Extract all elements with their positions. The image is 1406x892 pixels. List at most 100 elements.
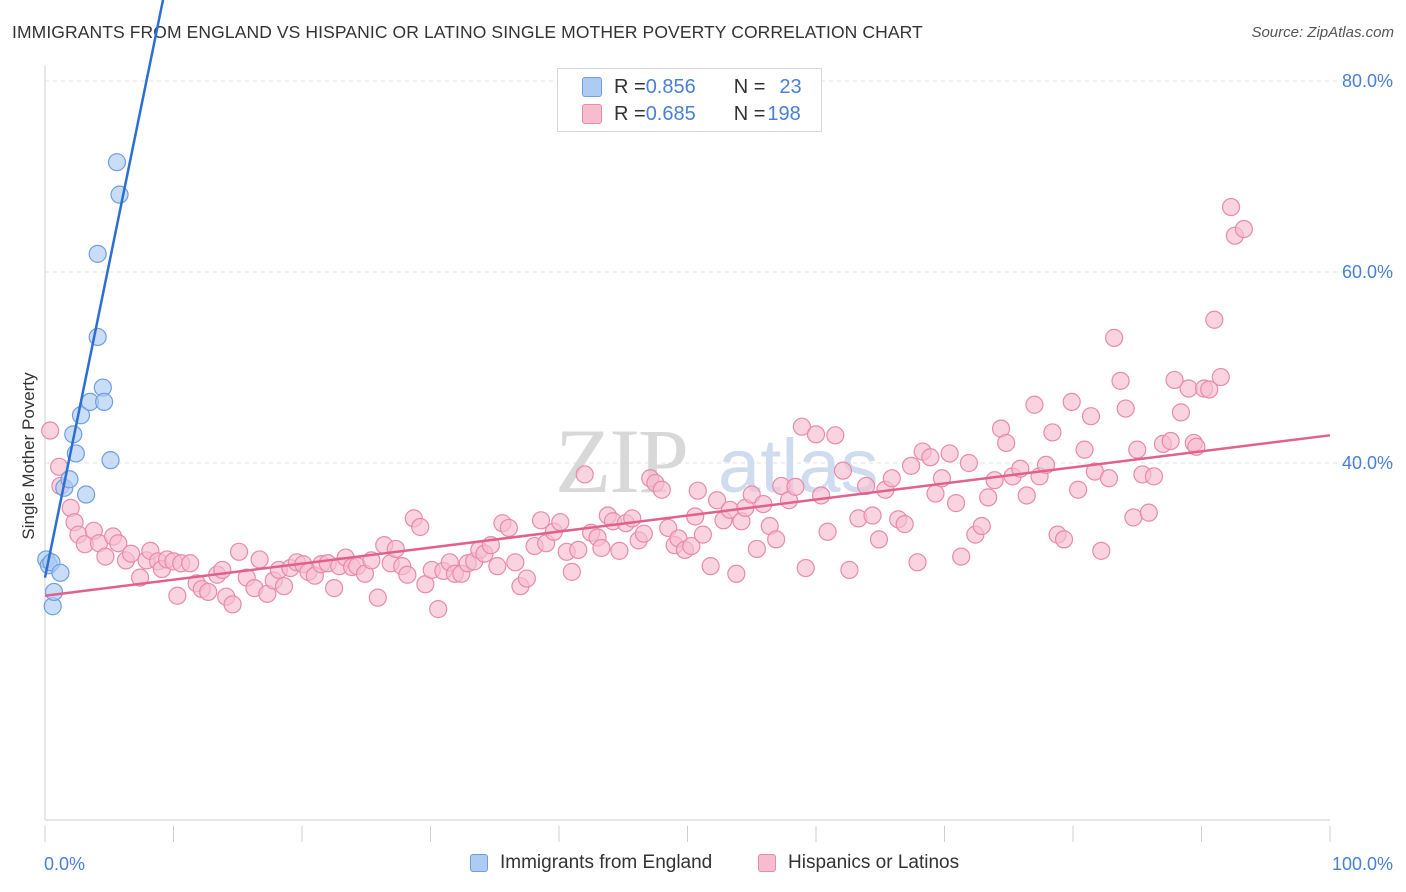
hispanic-point bbox=[1139, 503, 1158, 522]
hispanic-point bbox=[41, 421, 60, 440]
hispanic-point bbox=[386, 539, 405, 559]
hispanic-point bbox=[1234, 219, 1254, 239]
n-label: N = bbox=[733, 102, 766, 125]
watermark-atlas: atlas bbox=[718, 424, 879, 509]
hispanic-point bbox=[952, 547, 971, 566]
hispanic-point bbox=[274, 577, 294, 596]
hispanic-point bbox=[1105, 328, 1124, 347]
r-label: R = bbox=[614, 75, 646, 98]
stats-row-hispanic: R = 0.685 N = 198 bbox=[582, 101, 801, 127]
hispanic-point bbox=[325, 579, 344, 598]
england-point bbox=[88, 244, 107, 263]
legend-swatch-hispanic bbox=[758, 854, 776, 872]
hispanic-point bbox=[575, 465, 594, 484]
hispanic-point bbox=[130, 568, 150, 587]
hispanic-point bbox=[223, 595, 242, 614]
hispanic-point bbox=[908, 553, 927, 572]
hispanic-point bbox=[531, 511, 551, 530]
hispanic-point bbox=[1205, 310, 1224, 329]
hispanic-point bbox=[693, 525, 713, 544]
hispanic-point bbox=[1043, 423, 1062, 442]
hispanic-point bbox=[1211, 367, 1230, 387]
hispanic-point bbox=[199, 582, 218, 602]
hispanic-point bbox=[895, 515, 914, 534]
hispanic-point bbox=[882, 469, 901, 488]
hispanic-point bbox=[1116, 399, 1135, 418]
stats-swatch-england bbox=[582, 77, 602, 97]
n-value-hispanic: 198 bbox=[767, 102, 801, 125]
hispanic-point bbox=[1025, 395, 1044, 414]
hispanic-point bbox=[1171, 403, 1191, 422]
hispanic-point bbox=[688, 481, 707, 500]
hispanic-point bbox=[869, 530, 889, 549]
axes bbox=[44, 66, 1331, 842]
hispanic-point bbox=[796, 558, 815, 578]
hispanic-point bbox=[634, 524, 653, 543]
r-label: R = bbox=[614, 102, 646, 125]
hispanic-point bbox=[926, 484, 945, 503]
data-points bbox=[37, 153, 1254, 619]
source-note: Source: ZipAtlas.com bbox=[1251, 24, 1394, 41]
hispanic-point bbox=[833, 461, 853, 480]
x-tick-label: 100.0% bbox=[1332, 854, 1393, 874]
hispanic-point bbox=[411, 517, 430, 537]
hispanic-point bbox=[1124, 508, 1143, 527]
hispanic-point bbox=[398, 565, 417, 584]
hispanic-point bbox=[707, 491, 727, 510]
hispanic-point bbox=[652, 480, 671, 499]
hispanic-point bbox=[592, 538, 611, 558]
hispanic-point bbox=[121, 544, 141, 563]
hispanic-point bbox=[840, 560, 859, 580]
hispanic-point bbox=[517, 569, 536, 588]
y-axis-label: Single Mother Poverty bbox=[19, 372, 38, 540]
hispanic-trend-line bbox=[44, 434, 1331, 597]
hispanic-point bbox=[812, 486, 831, 505]
hispanic-point bbox=[610, 541, 629, 560]
hispanic-point bbox=[1161, 431, 1180, 451]
stats-row-england: R = 0.856 N = 23 bbox=[582, 74, 802, 100]
england-point bbox=[44, 582, 64, 602]
hispanic-point bbox=[946, 494, 966, 513]
hispanic-point bbox=[1099, 469, 1119, 488]
n-label: N = bbox=[733, 75, 766, 98]
r-value-hispanic: 0.685 bbox=[645, 102, 696, 125]
hispanic-point bbox=[562, 562, 581, 581]
x-tick-label: 0.0% bbox=[44, 854, 85, 874]
hispanic-point bbox=[569, 540, 588, 560]
hispanic-point bbox=[1092, 541, 1111, 560]
series-legend: Immigrants from England Hispanics or Lat… bbox=[0, 852, 1406, 878]
y-tick-label: 80.0% bbox=[1342, 71, 1393, 91]
hispanic-point bbox=[826, 426, 845, 445]
hispanic-point bbox=[488, 557, 507, 576]
hispanic-point bbox=[96, 547, 115, 566]
y-tick-label: 60.0% bbox=[1342, 262, 1393, 282]
hispanic-point bbox=[109, 534, 128, 553]
hispanic-point bbox=[1128, 440, 1147, 459]
legend-item-hispanic: Hispanics or Latinos bbox=[758, 852, 959, 874]
england-point bbox=[107, 153, 127, 172]
hispanic-point bbox=[499, 518, 518, 538]
hispanic-point bbox=[1144, 467, 1164, 486]
hispanic-point bbox=[701, 557, 720, 576]
england-point bbox=[51, 563, 70, 582]
hispanic-point bbox=[1017, 486, 1036, 505]
hispanic-point bbox=[181, 554, 200, 573]
hispanic-point bbox=[997, 433, 1016, 453]
england-point bbox=[95, 392, 114, 411]
trend-lines bbox=[43, 0, 1331, 597]
n-value-england: 23 bbox=[779, 75, 802, 98]
y-tick-labels: 40.0%60.0%80.0%100.0% bbox=[1342, 71, 1393, 473]
legend-swatch-england bbox=[470, 854, 488, 872]
chart-title: IMMIGRANTS FROM ENGLAND VS HISPANIC OR L… bbox=[12, 22, 923, 42]
hispanic-point bbox=[1221, 197, 1241, 217]
hispanic-point bbox=[429, 600, 448, 619]
hispanic-point bbox=[1062, 392, 1081, 411]
hispanic-point bbox=[940, 444, 959, 463]
stats-swatch-hispanic bbox=[582, 104, 602, 124]
england-point bbox=[77, 485, 96, 504]
hispanic-point bbox=[959, 453, 979, 473]
hispanic-point bbox=[806, 425, 826, 444]
r-value-england: 0.856 bbox=[645, 75, 696, 98]
hispanic-point bbox=[901, 456, 921, 475]
hispanic-point bbox=[786, 477, 805, 496]
